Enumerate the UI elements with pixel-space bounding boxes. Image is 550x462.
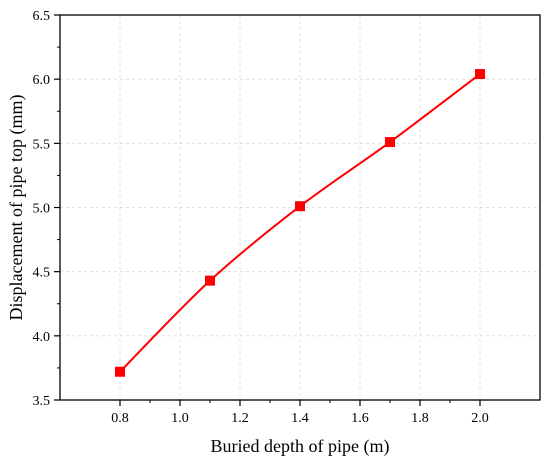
x-axis-title: Buried depth of pipe (m)	[211, 436, 390, 457]
data-point-marker	[295, 201, 305, 212]
y-tick-label: 6.0	[33, 73, 51, 88]
y-tick-label: 3.5	[33, 394, 51, 409]
y-tick-label: 4.0	[33, 330, 51, 345]
series-layer	[115, 69, 485, 377]
plot-frame	[59, 14, 541, 401]
y-tick-label: 4.5	[33, 266, 51, 281]
ticks	[54, 14, 481, 406]
data-point-marker	[385, 137, 395, 148]
x-tick-label: 1.0	[171, 411, 189, 426]
x-tick-label: 2.0	[471, 411, 489, 426]
data-point-marker	[115, 366, 125, 377]
y-tick-label: 5.5	[33, 137, 51, 152]
y-tick-label: 5.0	[33, 202, 51, 217]
tick-labels: 0.8 1.0 1.2 1.4 1.6 1.8 2.0 3.5 4.0 4.5 5.0 5.5 6.0 6…	[33, 9, 489, 426]
x-tick-label: 1.8	[411, 411, 429, 426]
data-point-marker	[205, 275, 215, 286]
x-tick-label: 1.2	[231, 411, 249, 426]
y-axis-title: Displacement of pipe top (mm)	[6, 95, 27, 321]
y-tick-label: 6.5	[33, 9, 51, 24]
data-point-marker	[475, 69, 485, 80]
x-tick-label: 0.8	[111, 411, 129, 426]
x-tick-label: 1.6	[351, 411, 369, 426]
x-tick-label: 1.4	[291, 411, 309, 426]
